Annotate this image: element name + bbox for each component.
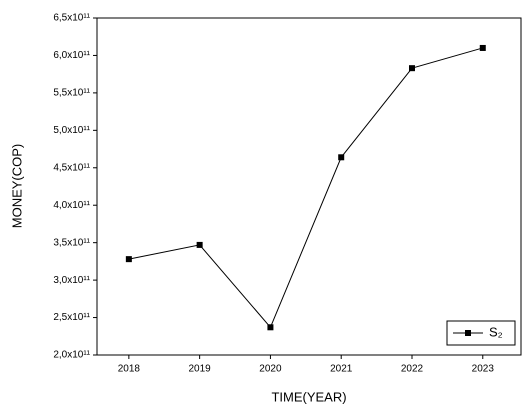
x-tick-label: 2022 bbox=[401, 364, 424, 375]
y-tick-label: 4,0x10¹¹ bbox=[53, 200, 90, 211]
x-tick-label: 2023 bbox=[472, 364, 495, 375]
y-tick-label: 4,5x10¹¹ bbox=[53, 162, 90, 173]
data-point bbox=[479, 44, 486, 51]
y-tick-label: 5,5x10¹¹ bbox=[53, 88, 90, 99]
data-point bbox=[408, 65, 415, 72]
y-tick-label: 2,0x10¹¹ bbox=[53, 350, 90, 361]
y-tick-label: 3,5x10¹¹ bbox=[53, 237, 90, 248]
data-point bbox=[196, 241, 203, 248]
x-tick-label: 2019 bbox=[189, 364, 212, 375]
series-line bbox=[128, 47, 483, 329]
y-tick-label: 2,5x10¹¹ bbox=[53, 312, 90, 323]
plot-frame bbox=[96, 17, 522, 356]
data-point bbox=[267, 324, 274, 331]
legend-label: S₂ bbox=[489, 324, 503, 339]
data-point bbox=[125, 256, 132, 263]
x-tick-label: 2018 bbox=[118, 364, 141, 375]
legend-marker bbox=[465, 330, 471, 336]
y-tick-label: 5,0x10¹¹ bbox=[53, 125, 90, 136]
x-axis-title: TIME(YEAR) bbox=[271, 389, 346, 404]
data-point bbox=[338, 154, 345, 161]
x-tick-label: 2021 bbox=[330, 364, 353, 375]
y-tick-label: 6,0x10¹¹ bbox=[53, 50, 90, 61]
x-tick-label: 2020 bbox=[259, 364, 282, 375]
y-tick-label: 3,0x10¹¹ bbox=[53, 275, 90, 286]
y-tick-label: 6,5x10¹¹ bbox=[53, 13, 90, 24]
y-axis-title: MONEY(COP) bbox=[9, 144, 24, 229]
